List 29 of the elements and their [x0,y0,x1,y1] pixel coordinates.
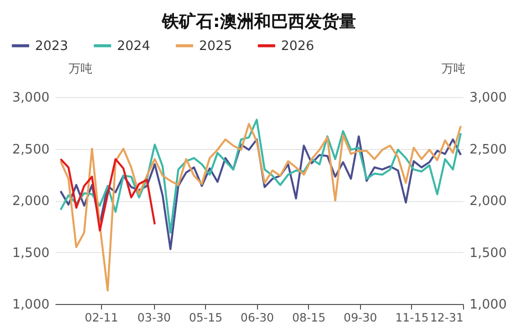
y-tick-label: 1,500 [12,246,50,261]
x-tick-label: 06-30 [240,310,274,324]
line-series [60,135,462,250]
x-tick-label: 03-30 [137,310,171,324]
x-tick-label: 08-15 [292,310,326,324]
y-axis-title: 万吨 [68,62,92,76]
x-tick-label: 02-11 [84,310,118,324]
x-tick-label: 09-30 [344,310,378,324]
y-tick-label: 3,000 [12,90,50,106]
legend-label: 2026 [281,38,314,54]
line-series [60,158,156,232]
line-series [60,118,462,234]
legend-label: 2025 [199,38,232,54]
y-tick-label: 1,000 [12,298,50,312]
line-series [60,122,462,292]
y2-tick-label: 1,500 [470,246,507,261]
x-tick-label: 12-31 [430,310,464,324]
y-tick-label: 2,000 [12,194,50,209]
y2-tick-label: 2,000 [470,194,507,209]
y2-tick-label: 2,500 [470,142,507,158]
legend-label: 2024 [117,38,150,54]
y-tick-label: 2,500 [12,142,50,158]
y2-tick-label: 1,000 [470,298,507,312]
x-tick-label: 05-15 [188,310,222,324]
y2-tick-label: 3,000 [470,90,507,106]
x-tick-label: 11-15 [395,310,429,324]
y2-axis-title: 万吨 [442,62,466,76]
legend-label: 2023 [35,38,68,54]
chart-title: 铁矿石:澳洲和巴西发货量 [161,12,356,32]
